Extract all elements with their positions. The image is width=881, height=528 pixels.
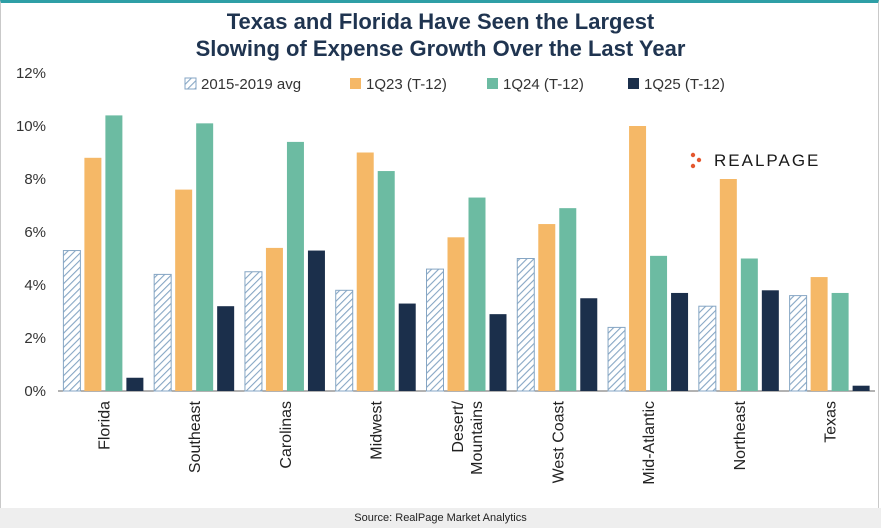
bar (468, 197, 486, 391)
bar (559, 208, 577, 391)
bar (831, 292, 849, 391)
legend-label: 2015-2019 avg (201, 76, 301, 93)
bar (62, 250, 81, 392)
bar (356, 152, 374, 391)
legend-swatch (628, 78, 639, 89)
y-tick-label: 0% (24, 383, 46, 400)
bar (175, 189, 193, 391)
bar (650, 255, 668, 391)
x-tick-label: Texas (823, 401, 840, 443)
chart-title-line-1: Texas and Florida Have Seen the Largest (226, 9, 655, 34)
x-tick-label: Mountains (469, 401, 486, 475)
bar (852, 385, 870, 391)
legend-label: 1Q23 (T-12) (366, 76, 447, 93)
bar (538, 224, 556, 391)
x-tick-label: Mid-Atlantic (641, 401, 658, 485)
chart-title-line-2: Slowing of Expense Growth Over the Last … (195, 36, 686, 61)
bar (580, 298, 598, 391)
x-tick-label: Carolinas (278, 401, 295, 469)
realpage-logo: REALPAGE (688, 150, 820, 172)
x-tick-label: Desert/ (450, 400, 467, 452)
bar (153, 273, 172, 392)
bar (740, 258, 758, 391)
x-tick-label: Florida (96, 401, 113, 450)
bar (447, 237, 465, 391)
bar (607, 326, 626, 392)
y-tick-label: 4% (24, 277, 46, 294)
bar (105, 115, 123, 392)
bar (335, 289, 354, 392)
bar (84, 157, 102, 391)
source-note: Source: RealPage Market Analytics (0, 508, 881, 528)
bar (217, 306, 235, 391)
bar (789, 295, 808, 392)
bar (629, 126, 647, 391)
bar (426, 268, 444, 392)
y-tick-label: 12% (16, 65, 46, 82)
realpage-logo-dots-icon (690, 152, 702, 169)
x-tick-label: Northeast (732, 400, 749, 470)
bar (196, 123, 214, 391)
bar (719, 179, 737, 391)
y-tick-label: 6% (24, 224, 46, 241)
chart-title: Texas and Florida Have Seen the Largest … (0, 8, 881, 62)
bar (398, 303, 416, 391)
y-tick-label: 8% (24, 171, 46, 188)
bar (516, 258, 535, 392)
bar (489, 314, 507, 391)
y-tick-label: 10% (16, 118, 46, 135)
realpage-logo-text: REALPAGE (714, 151, 821, 170)
x-tick-label: Midwest (369, 400, 386, 459)
bar (286, 141, 304, 391)
bar (244, 271, 263, 392)
legend-swatch (487, 78, 498, 89)
legend-label: 1Q25 (T-12) (644, 76, 725, 93)
bar (307, 250, 325, 391)
bar (265, 247, 283, 391)
x-tick-label: West Coast (550, 400, 567, 483)
bar (377, 171, 395, 391)
legend-label: 1Q24 (T-12) (503, 76, 584, 93)
y-tick-label: 2% (24, 330, 46, 347)
legend-swatch (184, 77, 197, 90)
bar (698, 305, 717, 392)
bar (671, 292, 689, 391)
bar (810, 277, 828, 391)
legend-swatch (350, 78, 361, 89)
bar (126, 377, 144, 391)
bar (761, 290, 779, 391)
x-tick-label: Southeast (187, 400, 204, 473)
